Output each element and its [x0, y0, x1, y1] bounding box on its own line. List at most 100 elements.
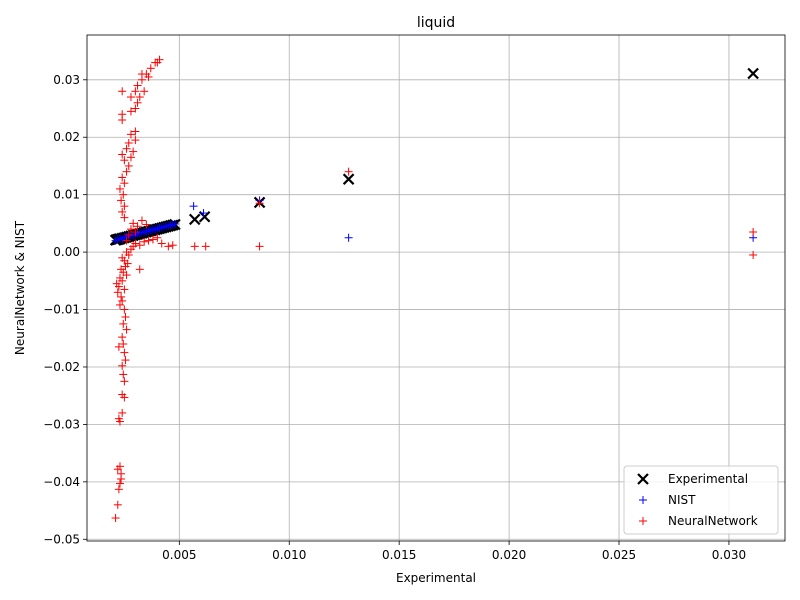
legend-label: Experimental	[668, 472, 748, 486]
data-point	[131, 136, 140, 145]
data-point	[118, 87, 127, 96]
data-point	[144, 72, 153, 81]
data-point	[148, 235, 157, 244]
data-point	[747, 67, 759, 80]
data-point	[114, 414, 123, 423]
data-point	[137, 70, 146, 79]
data-point	[344, 167, 353, 176]
data-point	[126, 93, 135, 102]
data-point	[118, 333, 127, 342]
data-point	[129, 219, 138, 228]
data-point	[124, 161, 133, 170]
data-point	[749, 250, 758, 259]
data-point	[131, 239, 140, 248]
y-tick-label: −0.03	[43, 417, 80, 431]
data-point	[129, 147, 138, 156]
data-point	[117, 292, 126, 301]
data-point	[117, 196, 126, 205]
data-point	[120, 348, 129, 357]
data-point	[189, 202, 198, 211]
data-point	[122, 325, 131, 334]
data-point	[126, 130, 135, 139]
chart-title: liquid	[417, 15, 455, 31]
legend: Experimental NIST NeuralNetwork	[623, 465, 779, 535]
x-tick-label: 0.015	[382, 548, 416, 562]
data-point	[131, 127, 140, 136]
x-axis: 0.005 0.010 0.015 0.020 0.025 0.030	[162, 541, 746, 562]
data-point	[126, 153, 135, 162]
data-point	[170, 219, 179, 228]
data-point	[131, 104, 140, 113]
data-point	[121, 356, 130, 365]
data-point	[118, 408, 127, 417]
data-point	[119, 319, 128, 328]
data-point	[122, 144, 131, 153]
data-point	[342, 173, 355, 185]
data-point	[199, 209, 208, 218]
data-point	[115, 479, 124, 488]
series-neuralnetwork	[111, 55, 758, 523]
data-point	[133, 81, 142, 90]
data-point	[120, 179, 129, 188]
data-point	[140, 237, 149, 246]
legend-marker	[637, 473, 649, 485]
data-point	[255, 199, 264, 208]
data-point	[113, 288, 122, 297]
data-point	[120, 377, 129, 386]
x-axis-label: Experimental	[396, 571, 476, 585]
data-point	[142, 220, 151, 229]
data-point	[126, 225, 135, 234]
x-tick-label: 0.020	[492, 548, 526, 562]
data-point	[131, 87, 140, 96]
legend-marker	[639, 496, 647, 504]
y-tick-label: 0.02	[53, 130, 80, 144]
data-point	[121, 313, 130, 322]
y-tick-label: −0.04	[43, 475, 80, 489]
data-point	[124, 230, 133, 239]
data-point	[131, 228, 140, 237]
data-point	[114, 485, 123, 494]
y-tick-label: 0.01	[53, 188, 80, 202]
data-point	[111, 514, 120, 523]
x-tick-label: 0.030	[712, 548, 746, 562]
data-point	[133, 98, 142, 107]
data-point	[120, 305, 129, 314]
data-point	[153, 233, 162, 242]
data-point	[188, 213, 201, 226]
legend-label: NeuralNetwork	[668, 514, 758, 528]
data-point	[118, 207, 127, 216]
data-point	[153, 58, 162, 67]
data-point	[119, 190, 128, 199]
data-point	[344, 233, 353, 242]
y-tick-label: 0.03	[53, 73, 80, 87]
data-point	[190, 242, 199, 251]
plot-frame	[86, 34, 786, 542]
data-point	[135, 93, 144, 102]
data-point	[168, 241, 177, 250]
data-point	[118, 173, 127, 182]
legend-label: NIST	[668, 493, 696, 507]
data-point	[120, 156, 129, 165]
data-point	[140, 87, 149, 96]
data-point	[126, 107, 135, 116]
data-point	[120, 202, 129, 211]
data-point	[118, 253, 127, 262]
data-point	[122, 167, 131, 176]
data-point	[144, 236, 153, 245]
x-tick-label: 0.010	[272, 548, 306, 562]
data-point	[120, 285, 129, 294]
grid	[87, 35, 785, 541]
data-point	[115, 300, 124, 309]
x-tick-label: 0.025	[602, 548, 636, 562]
data-point	[115, 184, 124, 193]
series-layer	[109, 55, 759, 523]
data-point	[118, 361, 127, 370]
data-point	[201, 242, 210, 251]
data-point	[119, 339, 128, 348]
data-point	[157, 239, 166, 248]
y-tick-label: −0.01	[43, 303, 80, 317]
legend-marker	[639, 517, 647, 525]
y-tick-label: −0.02	[43, 360, 80, 374]
data-point	[117, 265, 126, 274]
